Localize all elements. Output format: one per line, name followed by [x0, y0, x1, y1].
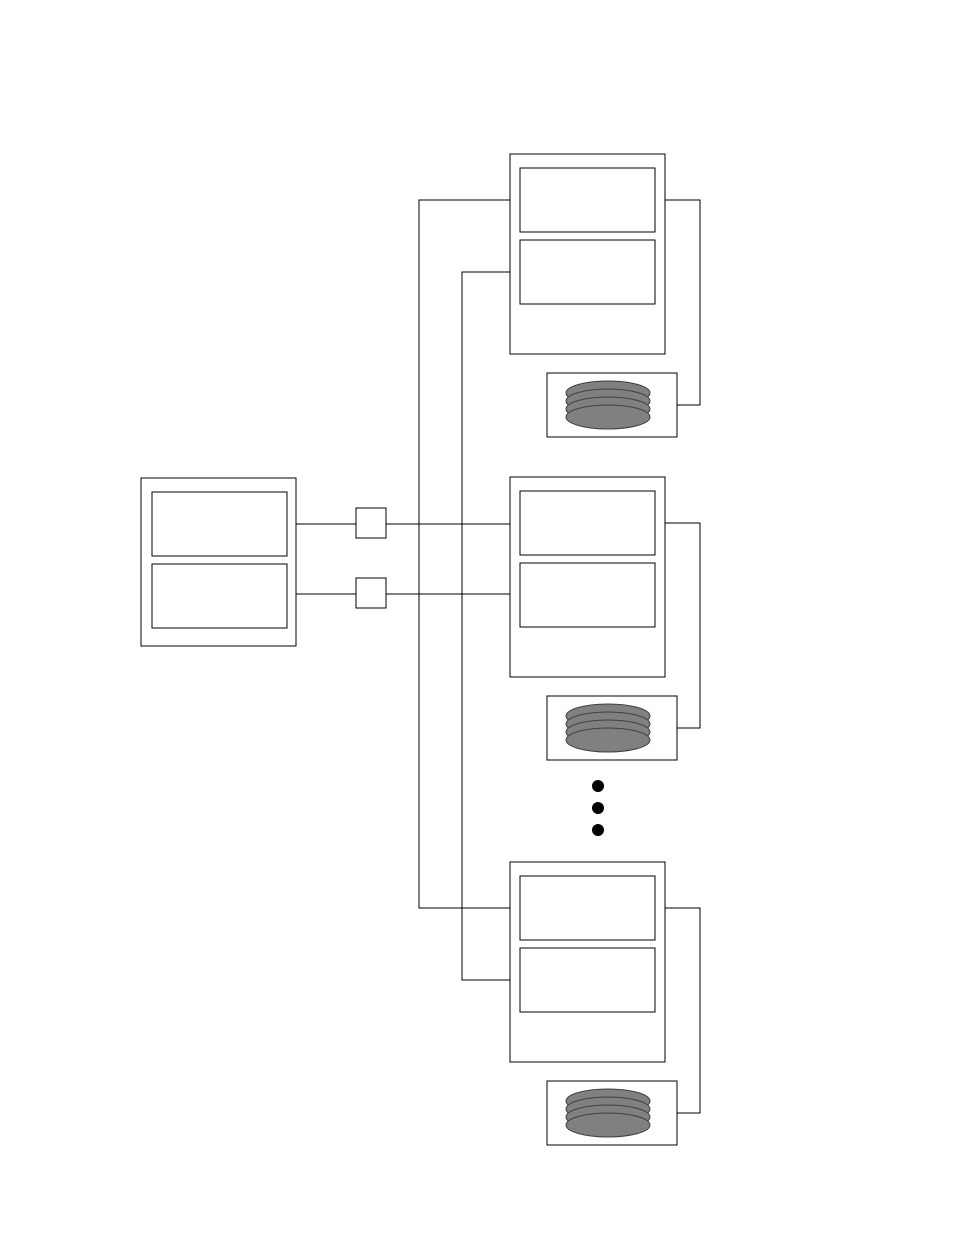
conn-switch2-2	[386, 594, 510, 980]
disk-ellipse-0-3	[566, 405, 650, 429]
switch-1	[356, 578, 386, 608]
module-inner-2-0	[520, 876, 655, 940]
conn-switch1-0	[386, 200, 510, 524]
disk-ellipse-2-3	[566, 1113, 650, 1137]
conn-switch2-0	[386, 272, 510, 594]
switch-0	[356, 508, 386, 538]
module-inner-0-0	[520, 168, 655, 232]
diagram-svg	[0, 0, 954, 1235]
conn-switch1-2	[386, 524, 510, 908]
disk-ellipse-1-3	[566, 728, 650, 752]
left-host-inner-0	[152, 492, 287, 556]
network-diagram	[0, 0, 954, 1235]
module-inner-0-1	[520, 240, 655, 304]
ellipsis-dot-1	[592, 802, 604, 814]
ellipsis-dot-0	[592, 780, 604, 792]
module-inner-2-1	[520, 948, 655, 1012]
left-host-inner-1	[152, 564, 287, 628]
ellipsis-dot-2	[592, 824, 604, 836]
module-inner-1-1	[520, 563, 655, 627]
module-inner-1-0	[520, 491, 655, 555]
